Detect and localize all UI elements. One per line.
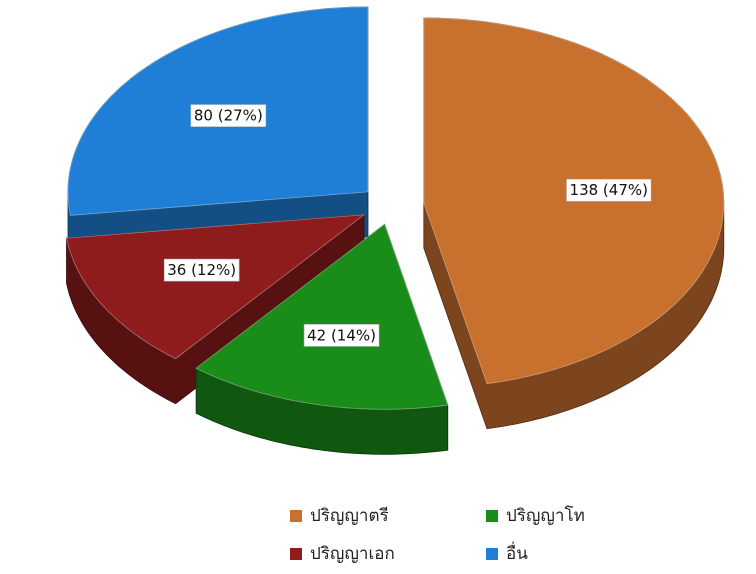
legend-label: ปริญญาตรี: [310, 506, 389, 526]
data-label-box: [566, 178, 652, 202]
pie-slice: [66, 214, 366, 405]
legend-label: อื่น: [506, 541, 528, 564]
data-label: 80 (27%): [194, 107, 263, 125]
legend-swatch: [486, 510, 498, 522]
slice-top: [195, 223, 449, 410]
legend-swatch: [486, 548, 498, 560]
data-label-box: [303, 324, 380, 347]
data-label-box: [190, 104, 267, 127]
legend-swatch: [290, 510, 302, 522]
data-label-box: [163, 258, 240, 282]
data-label: 138 (47%): [570, 181, 648, 199]
legend-label: ปริญญาโท: [506, 505, 585, 526]
pie-slice: [423, 17, 725, 430]
data-label: 42 (14%): [307, 326, 376, 344]
data-label: 36 (12%): [167, 261, 236, 279]
legend-swatch: [290, 548, 302, 560]
legend-label: ปริญญาเอก: [310, 544, 395, 564]
slice-top: [66, 214, 366, 360]
